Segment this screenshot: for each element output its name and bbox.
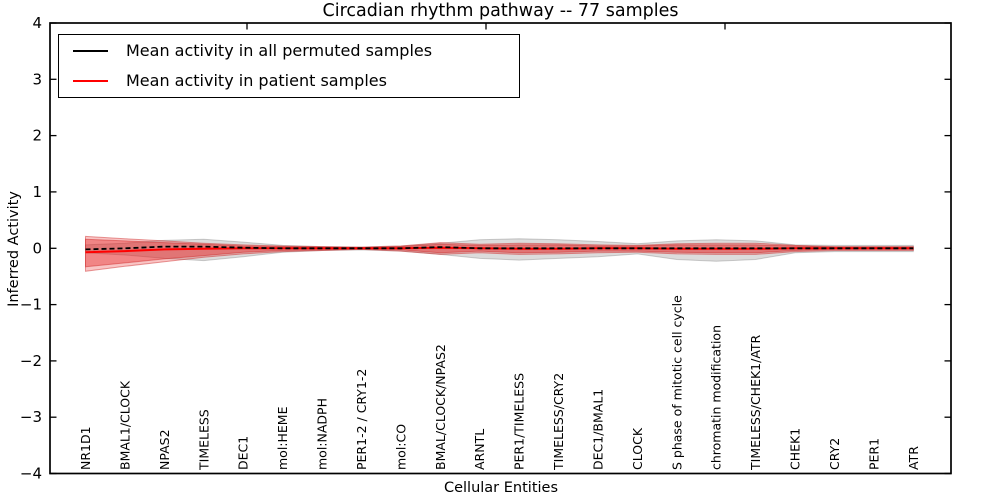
entity-label: TIMELESS/CHEK1/ATR xyxy=(748,334,763,471)
chart-title: Circadian rhythm pathway -- 77 samples xyxy=(322,1,679,21)
legend-line-permuted-icon xyxy=(73,50,108,53)
y-tick-label: −4 xyxy=(20,465,42,483)
legend-label-patient: Mean activity in patient samples xyxy=(126,70,387,90)
legend-label-permuted: Mean activity in all permuted samples xyxy=(126,41,433,61)
y-tick-label: −1 xyxy=(20,296,42,314)
entity-label: BMAL1/CLOCK xyxy=(117,380,132,470)
entity-label: mol:CO xyxy=(393,424,408,470)
permuted-samples-spread-band xyxy=(85,238,914,262)
y-tick-label: 4 xyxy=(32,14,42,32)
y-tick-label: −3 xyxy=(20,408,42,426)
y-tick-label: 2 xyxy=(32,127,42,145)
entity-label: NR1D1 xyxy=(78,426,93,470)
mean-line-permuted xyxy=(85,245,914,251)
legend-item-patient: Mean activity in patient samples xyxy=(73,68,519,94)
legend-item-permuted: Mean activity in all permuted samples xyxy=(73,38,519,64)
entity-label: PER1-2 / CRY1-2 xyxy=(354,369,369,470)
entity-label: DEC1 xyxy=(236,436,251,470)
entity-label: mol:NADPH xyxy=(315,398,330,470)
entity-label: PER1 xyxy=(866,438,881,470)
entity-label: PER1/TIMELESS xyxy=(512,373,527,470)
entity-label: CLOCK xyxy=(630,427,645,470)
entity-label: TIMELESS xyxy=(196,409,211,471)
entity-label: mol:HEME xyxy=(275,406,290,470)
y-tick-label: −2 xyxy=(20,352,42,370)
entity-label: ATR xyxy=(906,446,921,470)
entity-label: DEC1/BMAL1 xyxy=(591,389,606,470)
entity-label: BMAL/CLOCK/NPAS2 xyxy=(433,344,448,470)
legend: Mean activity in all permuted samples Me… xyxy=(58,34,520,98)
entity-label: S phase of mitotic cell cycle xyxy=(669,295,684,470)
x-axis-label: Cellular Entities xyxy=(443,480,559,496)
entity-label: NPAS2 xyxy=(157,429,172,470)
entity-label: CRY2 xyxy=(827,438,842,470)
entity-label: TIMELESS/CRY2 xyxy=(551,373,566,471)
patient-samples-spread-band-outer xyxy=(85,235,914,272)
y-tick-label: 1 xyxy=(32,183,42,201)
entity-label: CHEK1 xyxy=(788,428,803,470)
entity-label: chromatin modification xyxy=(709,325,724,470)
y-tick-label: 3 xyxy=(32,70,42,88)
y-tick-label: 0 xyxy=(32,239,42,257)
entity-label: ARNTL xyxy=(472,429,487,470)
legend-line-patient-icon xyxy=(73,79,108,82)
